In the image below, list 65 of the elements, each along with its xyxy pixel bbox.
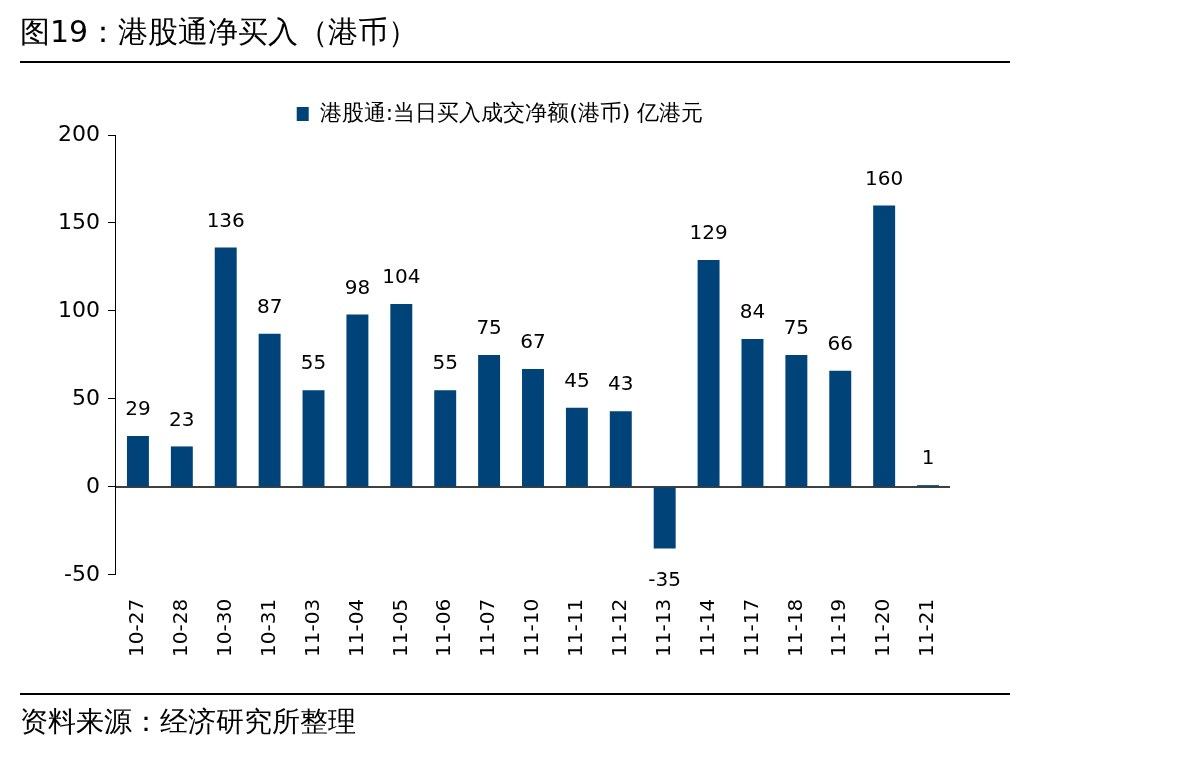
data-label: 98 [344, 274, 371, 299]
bar [214, 247, 237, 487]
bar [478, 354, 501, 487]
x-tick-label: 10-31 [255, 598, 280, 658]
x-tick-label: 11-19 [826, 598, 851, 658]
bar [390, 303, 413, 487]
x-tick-label: 11-13 [650, 598, 675, 658]
x-tick-label: 11-18 [782, 598, 807, 658]
bar [258, 333, 281, 487]
bar [170, 446, 193, 487]
data-label: 55 [432, 350, 458, 375]
data-label: 136 [206, 207, 245, 232]
x-tick-label: 11-12 [606, 598, 631, 658]
x-tick-label: 11-03 [299, 598, 324, 658]
data-label: 75 [476, 315, 502, 340]
x-tick-label: 11-20 [870, 598, 895, 658]
y-tick-label: 200 [57, 120, 100, 146]
y-tick-label: 150 [57, 208, 100, 234]
bar [741, 339, 764, 487]
chart-title: 图19：港股通净买入（港币） [20, 13, 420, 51]
x-tick-label: 11-14 [694, 598, 719, 658]
data-label: 66 [827, 330, 853, 355]
x-tick-label: 10-30 [211, 598, 236, 658]
data-label: 87 [256, 294, 283, 319]
bar [785, 354, 808, 487]
data-label: 45 [564, 367, 590, 392]
data-label: 75 [783, 315, 810, 340]
data-label: 67 [520, 329, 546, 354]
bar [434, 390, 457, 487]
bar [126, 435, 149, 487]
data-label: 129 [689, 220, 728, 245]
data-label: 160 [865, 165, 904, 190]
bar [522, 369, 544, 487]
x-tick-label: 11-07 [475, 598, 500, 658]
y-tick-label: 0 [85, 472, 100, 498]
data-label: 104 [382, 264, 421, 289]
y-tick-label: -50 [64, 560, 100, 586]
x-tick-label: 11-11 [563, 598, 588, 658]
bar [697, 259, 720, 487]
data-label: -35 [648, 566, 682, 591]
data-label: 55 [300, 350, 327, 375]
x-tick-label: 11-05 [387, 598, 412, 658]
data-label: 1 [921, 445, 935, 470]
y-tick-label: 100 [57, 296, 100, 322]
x-tick-label: 10-27 [124, 598, 149, 658]
x-tick-label: 11-17 [738, 598, 763, 658]
x-tick-label: 11-06 [431, 598, 456, 658]
bar [829, 370, 852, 487]
x-tick-label: 11-21 [914, 598, 939, 658]
data-label: 23 [169, 406, 195, 431]
bar [302, 390, 325, 487]
data-label: 84 [739, 299, 766, 324]
text: 资料来源：经济研究所整理 [20, 704, 357, 740]
x-tick-label: 11-10 [519, 598, 544, 658]
data-label: 29 [125, 396, 151, 421]
legend-label: 港股通:当日买入成交净额(港币) 亿港元 [319, 99, 704, 125]
bar [653, 487, 676, 549]
bar [609, 411, 632, 487]
y-tick-label: 50 [71, 384, 100, 410]
bar [565, 407, 588, 487]
bar [346, 314, 369, 487]
x-tick-label: 11-04 [343, 598, 368, 658]
x-tick-label: 10-28 [168, 598, 193, 658]
bar [873, 205, 896, 487]
data-label: 43 [608, 371, 634, 396]
